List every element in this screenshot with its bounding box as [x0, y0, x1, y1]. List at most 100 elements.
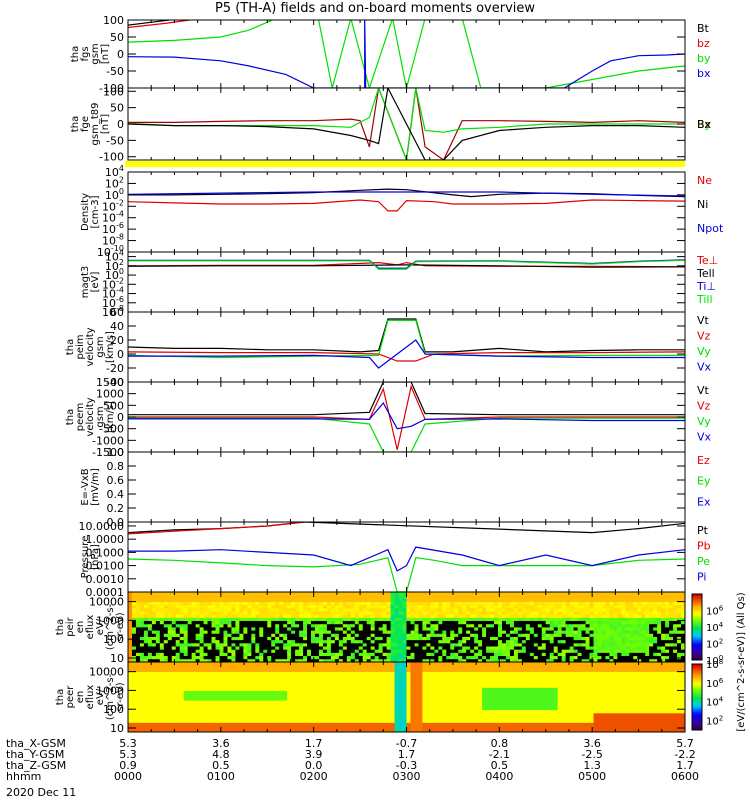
spectrogram-cell [346, 620, 352, 625]
spectrogram-cell [462, 614, 467, 618]
spectrogram-cell [442, 595, 447, 599]
spectrogram-cell [418, 598, 423, 602]
spectrogram-cell [509, 611, 515, 615]
spectrogram-cell [147, 649, 153, 653]
spectrogram-cell [255, 668, 260, 672]
spectrogram-cell [259, 703, 264, 707]
spectrogram-cell [605, 655, 610, 660]
spectrogram-cell [561, 630, 567, 634]
spectrogram-cell [271, 662, 276, 666]
spectrogram-cell [490, 649, 495, 653]
spectrogram-cell [295, 665, 300, 669]
spectrogram-cell [195, 652, 201, 657]
spectrogram-cell [438, 614, 443, 618]
spectrogram-cell [191, 722, 197, 727]
spectrogram-cell [521, 611, 527, 615]
spectrogram-cell [155, 690, 161, 695]
spectrogram-cell [195, 595, 201, 599]
spectrogram-cell [498, 611, 503, 615]
spectrogram-cell [330, 690, 336, 695]
spectrogram-cell [609, 627, 614, 631]
spectrogram-cell [470, 630, 475, 634]
spectrogram-cell [505, 614, 511, 618]
spectrogram-cell [143, 652, 149, 657]
spectrogram-cell [414, 614, 419, 618]
spectrogram-cell [338, 614, 344, 618]
spectrogram-cell [358, 598, 364, 602]
spectrogram-cell [175, 630, 181, 634]
spectrogram-cell [402, 614, 407, 618]
spectrogram-cell [279, 662, 284, 666]
spectrogram-cell [346, 649, 352, 653]
spectrogram-cell [147, 598, 153, 602]
spectrogram-cell [287, 623, 292, 628]
spectrogram-cell [251, 681, 256, 685]
spectrogram-cell [657, 620, 662, 625]
spectrogram-cell [147, 658, 153, 663]
spectrogram-cell [677, 658, 682, 663]
spectrogram-cell [418, 614, 423, 618]
spectrogram-cell [442, 598, 447, 602]
spectrogram-cell [486, 658, 491, 663]
spectrogram-cell [490, 592, 495, 596]
spectrogram-cell [593, 639, 598, 644]
spectrogram-cell [251, 627, 256, 631]
spectrogram-cell [486, 623, 491, 628]
legend-npot: Npot [697, 222, 724, 235]
spectrogram-cell [155, 633, 161, 637]
spectrogram-cell [490, 627, 495, 631]
spectrogram-cell [669, 646, 674, 650]
spectrogram-cell [442, 607, 447, 612]
spectrogram-cell [287, 719, 292, 723]
spectrogram-cell [394, 630, 399, 634]
spectrogram-cell [314, 716, 320, 720]
legend-vx: Vx [697, 431, 712, 444]
spectrogram-cell [155, 712, 161, 717]
spectrogram-cell [303, 700, 308, 704]
spectrogram-cell [195, 722, 201, 727]
y-axis-label: thapeemvelocitygsm[km/s] [65, 397, 116, 436]
spectrogram-cell [259, 662, 264, 666]
spectrogram-cell [478, 592, 483, 596]
spectrogram-cell [295, 646, 300, 650]
spectrogram-cell [211, 649, 216, 653]
spectrogram-cell [609, 598, 614, 602]
spectrogram-cell [390, 652, 395, 657]
spectrogram-cell [517, 604, 523, 609]
spectrogram-cell [175, 687, 181, 692]
spectrogram-cell [362, 633, 368, 637]
spectrogram-cell [307, 636, 312, 641]
spectrogram-cell [589, 627, 594, 631]
spectrogram-cell [549, 633, 555, 637]
spectrogram-cell [235, 706, 240, 711]
spectrogram-cell [553, 614, 559, 618]
spectrogram-cell [211, 671, 216, 676]
spectrogram-cell [470, 652, 475, 657]
spectrogram-cell [128, 725, 133, 730]
spectrogram-cell [183, 722, 189, 727]
spectrogram-cell [183, 690, 189, 695]
spectrogram-cell [386, 633, 391, 637]
spectrogram-cell [251, 617, 256, 622]
spectrogram-cell [187, 614, 193, 618]
spectrogram-cell [422, 627, 427, 631]
spectrogram-cell [239, 693, 244, 698]
spectrogram-cell [131, 716, 137, 720]
spectrogram-cell [601, 598, 606, 602]
spectrogram-cell [227, 604, 232, 609]
spectrogram-cell [334, 684, 340, 688]
spectrogram-cell [159, 687, 165, 692]
spectrogram-cell [243, 633, 248, 637]
spectrogram-cell [314, 712, 320, 717]
spectrogram-cell [239, 601, 244, 606]
spectrogram-cell [498, 623, 503, 628]
spectrogram-cell [505, 646, 511, 650]
spectrogram-cell [143, 722, 149, 727]
spectrogram-cell [426, 611, 431, 615]
spectrogram-cell [231, 601, 236, 606]
spectrogram-cell [525, 627, 531, 631]
spectrogram-cell [482, 655, 487, 660]
spectrogram-cell [601, 614, 606, 618]
spectrogram-cell [589, 620, 594, 625]
spectrogram-cell [545, 633, 551, 637]
